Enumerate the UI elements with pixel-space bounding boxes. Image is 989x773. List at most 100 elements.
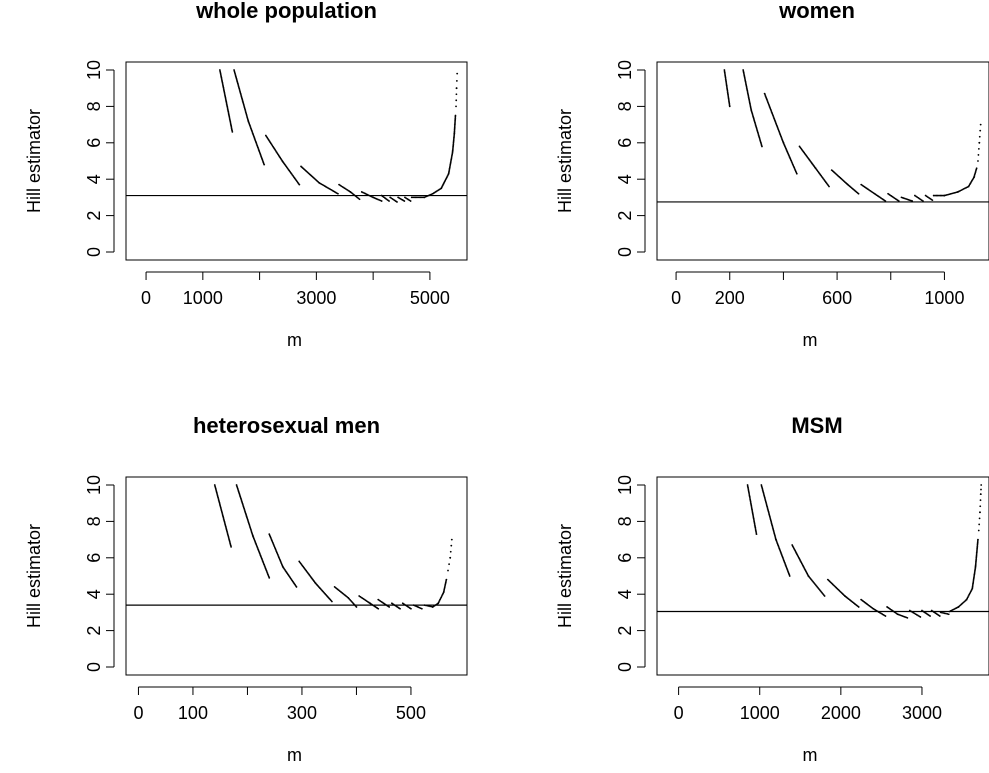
panel-3: MSM 0 2 4 6 8 10 Hill estimator 0 1000 2000 3000 m: [555, 413, 989, 765]
data-point: [396, 201, 398, 203]
data-point: [975, 551, 978, 554]
data-point: [922, 200, 924, 202]
data-point: [976, 542, 979, 545]
data-point: [974, 562, 977, 564]
data-point: [454, 119, 457, 122]
y-tick-label: 8: [615, 101, 635, 111]
data-point: [454, 114, 457, 117]
data-point: [453, 136, 455, 139]
data-point: [454, 117, 457, 119]
data-point: [453, 127, 456, 130]
x-tick-label: 0: [671, 288, 681, 308]
data-point: [453, 126, 456, 129]
data-point: [230, 545, 233, 548]
y-tick-label: 10: [84, 475, 104, 495]
data-point: [377, 607, 380, 610]
data-point: [451, 151, 454, 153]
y-axis-label: Hill estimator: [24, 109, 44, 213]
data-point: [355, 606, 358, 608]
x-tick-label: 200: [715, 288, 745, 308]
data-point: [449, 550, 452, 553]
data-point: [974, 563, 977, 566]
data-point: [452, 144, 455, 147]
data-point: [412, 196, 414, 199]
data-point: [231, 130, 234, 133]
data-point: [938, 615, 941, 617]
data-point: [453, 125, 456, 127]
plot-frame: [656, 476, 989, 676]
data-point: [445, 578, 448, 581]
data-point: [939, 611, 942, 614]
y-tick-label: 6: [615, 553, 635, 563]
data-point: [453, 131, 456, 134]
data-point: [380, 200, 383, 202]
data-point: [897, 200, 900, 202]
x-tick-label: 0: [141, 288, 151, 308]
y-tick-label: 4: [615, 174, 635, 184]
data-point: [934, 194, 936, 197]
x-axis-label: m: [803, 745, 818, 765]
data-point: [454, 121, 456, 123]
data-point: [975, 553, 978, 555]
data-point: [454, 122, 456, 125]
data-point: [932, 194, 935, 197]
panel-0: whole population 0 2 4 6 8 10 Hill estimator 0 10…: [24, 0, 468, 350]
data-point: [884, 615, 887, 617]
data-point: [943, 612, 946, 615]
data-point: [976, 541, 979, 544]
data-point: [415, 196, 418, 199]
y-tick-label: 2: [615, 211, 635, 221]
data-point: [941, 611, 943, 614]
x-tick-label: 2000: [821, 703, 861, 723]
data-point: [976, 543, 979, 546]
data-point: [978, 523, 981, 526]
data-point: [455, 99, 458, 102]
data-point: [976, 547, 979, 550]
data-point: [454, 118, 457, 121]
y-tick-label: 0: [615, 247, 635, 257]
data-point: [975, 554, 978, 557]
data-point: [450, 544, 453, 547]
data-point: [975, 559, 977, 562]
data-point: [452, 143, 455, 146]
x-tick-label: 600: [822, 288, 852, 308]
plot-frame: [656, 61, 989, 261]
data-point: [978, 141, 981, 144]
data-point: [939, 194, 942, 197]
x-tick-label: 300: [287, 703, 317, 723]
data-point: [388, 200, 390, 202]
x-axis-label: m: [287, 745, 302, 765]
data-point: [795, 172, 798, 175]
chart-title: MSM: [791, 413, 842, 438]
x-axis-label: m: [287, 330, 302, 350]
plot-frame: [125, 476, 468, 676]
data-point: [975, 555, 978, 558]
data-point: [452, 140, 455, 143]
data-point: [978, 135, 981, 138]
x-tick-label: 0: [674, 703, 684, 723]
data-point: [979, 505, 982, 508]
data-point: [450, 538, 453, 541]
data-point: [979, 511, 981, 514]
x-tick-label: 3000: [902, 703, 942, 723]
data-point: [975, 167, 978, 170]
data-point: [919, 616, 922, 618]
data-point: [823, 595, 826, 597]
data-point: [755, 533, 758, 536]
data-point: [447, 569, 449, 572]
data-point: [453, 132, 456, 135]
data-point: [452, 141, 455, 144]
data-point: [418, 196, 421, 199]
y-tick-label: 10: [615, 60, 635, 80]
data-point: [453, 123, 456, 126]
data-point: [413, 196, 416, 199]
y-axis-label: Hill estimator: [555, 109, 575, 213]
x-tick-label: 500: [396, 703, 426, 723]
data-point: [935, 194, 938, 197]
data-point: [452, 147, 454, 149]
panel-2: heterosexual men 0 2 4 6 8 10 Hill estimator 0 10…: [24, 413, 468, 765]
data-point: [423, 604, 426, 607]
y-tick-label: 0: [84, 247, 104, 257]
data-point: [451, 148, 454, 151]
